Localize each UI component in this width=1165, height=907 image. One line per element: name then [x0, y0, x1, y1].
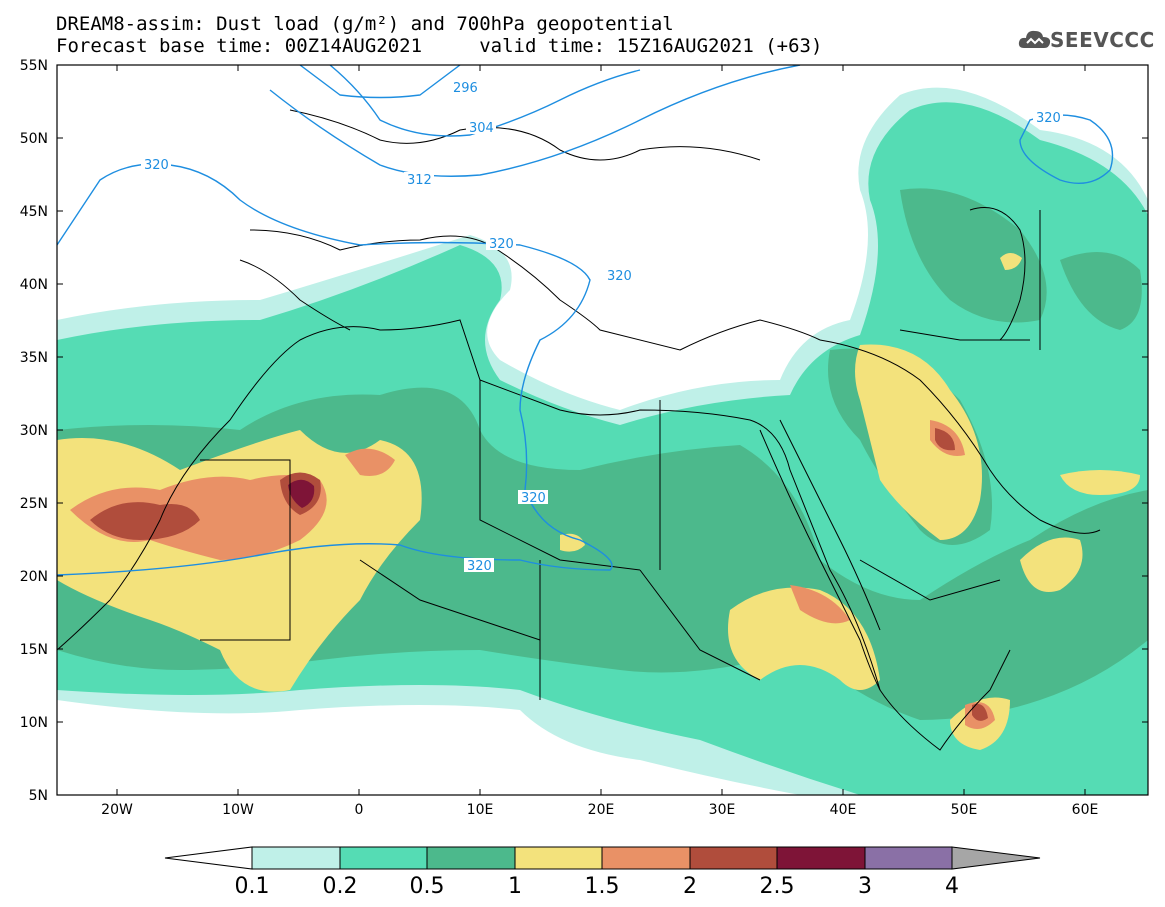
colorbar-segment	[776, 846, 866, 870]
colorbar-label: 1	[508, 874, 522, 899]
forecast-times: Forecast base time: 00Z14AUG2021 valid t…	[56, 35, 823, 57]
colorbar-label: 1.5	[585, 874, 620, 899]
colorbar-label: 3	[858, 874, 872, 899]
contour-304	[329, 65, 641, 137]
lat-label: 15N	[20, 642, 48, 658]
contour-label: 320	[489, 237, 514, 252]
colorbar-segment	[689, 846, 778, 870]
lat-label: 20N	[20, 569, 48, 585]
colorbar-label: 0.1	[235, 874, 270, 899]
lat-label: 5N	[29, 788, 48, 804]
contour-label: 296	[453, 81, 478, 96]
colorbar-segment	[864, 846, 953, 870]
lon-label: 30E	[709, 802, 736, 818]
colorbar-segment	[601, 846, 691, 870]
colorbar	[164, 846, 1041, 870]
contour-label: 312	[407, 173, 432, 188]
contour-320-ne	[1019, 114, 1114, 184]
lat-label: 35N	[20, 350, 48, 366]
colorbar-label: 4	[945, 874, 959, 899]
country-borders	[57, 109, 1101, 751]
colorbar-label: 0.5	[410, 874, 445, 899]
geopotential-contours	[57, 65, 1114, 576]
latitude-labels: 55N 50N 45N 40N 35N 30N 25N 20N 15N 10N …	[20, 58, 48, 804]
lon-label: 10E	[467, 802, 494, 818]
lon-label: 20E	[588, 802, 615, 818]
contour-label: 320	[467, 559, 492, 574]
colorbar-max-arrow	[951, 846, 1041, 870]
colorbar-segment	[514, 846, 603, 870]
axis-ticks	[57, 64, 1148, 796]
lon-label: 20W	[101, 802, 133, 818]
contour-296	[299, 65, 461, 99]
lat-label: 25N	[20, 496, 48, 512]
longitude-labels: 20W 10W 0 10E 20E 30E 40E 50E 60E	[101, 802, 1098, 818]
contour-320	[57, 163, 613, 576]
logo-text: SEEVCCC	[1050, 28, 1155, 52]
contour-label: 320	[144, 158, 169, 173]
lon-label: 40E	[830, 802, 857, 818]
lon-label: 60E	[1072, 802, 1099, 818]
lon-label: 10W	[222, 802, 254, 818]
seevccc-logo	[1018, 26, 1158, 58]
lat-label: 30N	[20, 423, 48, 439]
lat-label: 45N	[20, 204, 48, 220]
contour-label: 320	[1036, 111, 1061, 126]
contour-label: 320	[607, 269, 632, 284]
colorbar-label: 2	[683, 874, 697, 899]
lat-label: 40N	[20, 277, 48, 293]
contour-label-group: 296 304 312 320 320 320 320 320 320	[141, 80, 1063, 574]
lat-label: 50N	[20, 131, 48, 147]
lon-label: 50E	[951, 802, 978, 818]
colorbar-segment	[426, 846, 516, 870]
colorbar-label: 2.5	[760, 874, 795, 899]
map-title: DREAM8-assim: Dust load (g/m²) and 700hP…	[56, 13, 674, 35]
colorbar-labels: 0.1 0.2 0.5 1 1.5 2 2.5 3 4	[235, 874, 960, 899]
lat-label: 10N	[20, 715, 48, 731]
colorbar-segment	[339, 846, 428, 870]
contour-label: 304	[469, 121, 494, 136]
colorbar-label: 0.2	[323, 874, 358, 899]
contour-312	[269, 65, 801, 177]
colorbar-min-arrow	[164, 846, 253, 870]
contour-label: 320	[521, 491, 546, 506]
colorbar-segment	[251, 846, 341, 870]
lon-label: 0	[355, 802, 364, 818]
lat-label: 55N	[20, 58, 48, 74]
cloud-icon	[1018, 30, 1051, 48]
